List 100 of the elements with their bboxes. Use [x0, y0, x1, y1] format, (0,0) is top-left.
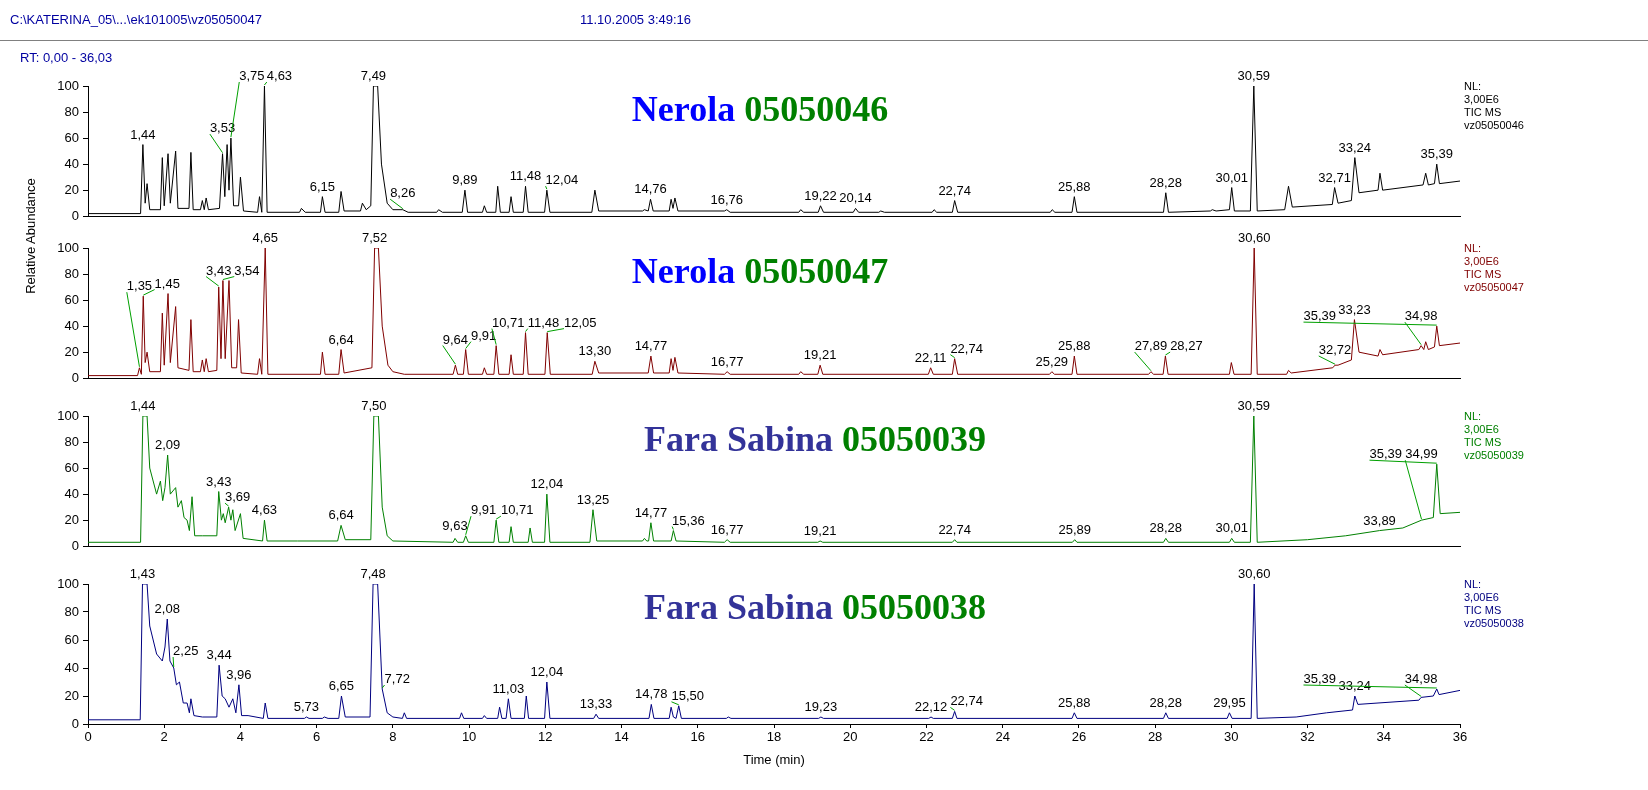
- annotation: 3,44: [206, 647, 232, 663]
- y-tick-label: 60: [64, 631, 79, 647]
- annotation: 29,95: [1213, 694, 1246, 710]
- annotation: 10,71: [500, 502, 534, 518]
- annotation: 14,77: [634, 504, 668, 520]
- annotation: 16,77: [710, 521, 744, 537]
- annotation: 2,09: [155, 437, 181, 453]
- annotation: 4,63: [251, 502, 278, 518]
- annotation: 30,01: [1215, 520, 1248, 536]
- annotation: 32,71: [1318, 169, 1351, 185]
- annotation: 30,59: [1237, 68, 1271, 84]
- x-tick-label: 6: [313, 729, 321, 745]
- x-tick-label: 30: [1224, 729, 1239, 745]
- annotation: 15,36: [672, 512, 705, 528]
- x-tick-label: 8: [389, 729, 397, 745]
- annotation: 14,76: [634, 181, 667, 197]
- annotation: 6,15: [309, 178, 336, 194]
- y-tick-label: 40: [64, 155, 79, 171]
- text: NL: 3,00E6 TIC MS vz05050039: [1464, 410, 1524, 462]
- annotation: 11,48: [527, 314, 560, 330]
- annotation: 10,71: [491, 314, 525, 330]
- annotation: 14,78: [635, 686, 668, 702]
- x-tick-label: 12: [538, 729, 553, 745]
- text: NL: 3,00E6 TIC MS vz05050038: [1464, 578, 1524, 630]
- annotation: 25,88: [1058, 694, 1091, 710]
- y-tick-label: 60: [64, 291, 79, 307]
- annotation: 1,44: [130, 398, 156, 414]
- annotation: 13,25: [576, 491, 610, 507]
- y-tick-label: 20: [64, 687, 79, 703]
- annotation: 25,89: [1058, 521, 1091, 537]
- annotation: 14,77: [634, 338, 668, 354]
- y-tick-label: 100: [57, 575, 79, 591]
- chart-title: Nerola 05050046: [631, 89, 889, 129]
- x-tick-label: 34: [1376, 729, 1392, 745]
- annotation: 9,63: [442, 517, 468, 533]
- annotation: 30,60: [1237, 230, 1271, 246]
- annotation: 25,88: [1058, 338, 1091, 354]
- annotation: 34,98: [1404, 671, 1438, 687]
- annotation: 28,28: [1149, 174, 1183, 190]
- x-tick-label: 24: [995, 729, 1010, 745]
- annotation: 22,74: [950, 340, 983, 356]
- text: NL: 3,00E6 TIC MS vz05050047: [1464, 242, 1524, 294]
- annotation: 13,33: [579, 696, 613, 712]
- y-tick-label: 40: [64, 317, 79, 333]
- text: 11.10.2005 3:49:16: [580, 12, 692, 27]
- annotation: 30,01: [1215, 169, 1248, 185]
- annotation: 7,72: [384, 671, 410, 687]
- annotation: 2,25: [173, 643, 199, 659]
- y-tick-label: 20: [64, 181, 79, 197]
- annotation: 16,77: [710, 353, 744, 369]
- annotation: 1,35: [126, 278, 153, 294]
- x-tick-label: 0: [84, 729, 92, 745]
- y-tick-label: 0: [71, 537, 79, 553]
- annotation: 3,43: [206, 473, 232, 489]
- annotation: 28,28: [1149, 520, 1183, 536]
- x-tick-label: 10: [461, 729, 477, 745]
- annotation: 19,21: [803, 347, 837, 363]
- annotation: 35,39: [1303, 671, 1337, 687]
- x-tick-label: 26: [1071, 729, 1087, 745]
- x-tick-label: 2: [160, 729, 168, 745]
- y-tick-label: 100: [57, 77, 79, 93]
- annotation: 16,76: [710, 191, 744, 207]
- y-tick-label: 20: [64, 511, 79, 527]
- annotation: 9,91: [471, 327, 497, 343]
- y-tick-label: 80: [64, 265, 79, 281]
- annotation: 6,65: [328, 678, 355, 694]
- annotation: 33,24: [1338, 139, 1372, 155]
- text: C:\KATERINA_05\...\ek101005\vz05050047: [10, 12, 262, 27]
- annotation: 8,26: [390, 185, 416, 201]
- annotation: 20,14: [839, 190, 872, 206]
- annotation: 27,89: [1134, 338, 1168, 354]
- annotation: 15,50: [671, 687, 704, 703]
- annotation: 9,64: [442, 331, 469, 347]
- annotation: 28,28: [1149, 694, 1183, 710]
- annotation: 11,03: [492, 680, 525, 696]
- annotation: 7,48: [360, 566, 386, 582]
- annotation: 3,75: [239, 68, 265, 84]
- annotation: 22,74: [938, 182, 971, 198]
- x-axis-title: Time (min): [743, 751, 805, 767]
- x-tick-label: 20: [842, 729, 858, 745]
- x-tick-label: 32: [1300, 729, 1315, 745]
- annotation: 22,12: [914, 699, 948, 715]
- annotation: 5,73: [293, 699, 320, 715]
- annotation: 34,98: [1404, 308, 1438, 324]
- annotation: 22,74: [938, 521, 971, 537]
- annotation: 4,63: [266, 68, 293, 84]
- annotation: 3,54: [234, 262, 260, 278]
- annotation: 30,60: [1237, 566, 1271, 582]
- annotation: 7,50: [361, 398, 387, 414]
- y-tick-label: 0: [71, 715, 79, 731]
- annotation: 22,74: [950, 693, 983, 709]
- annotation: 7,49: [360, 68, 387, 84]
- y-tick-label: 80: [64, 433, 79, 449]
- y-tick-label: 0: [71, 207, 79, 223]
- annotation: 9,89: [452, 172, 478, 188]
- annotation: 33,89: [1363, 512, 1396, 528]
- annotation: 13,30: [578, 343, 612, 359]
- annotation: 25,29: [1035, 353, 1069, 369]
- annotation: 3,43: [206, 262, 232, 278]
- annotation: 22,11: [914, 349, 947, 365]
